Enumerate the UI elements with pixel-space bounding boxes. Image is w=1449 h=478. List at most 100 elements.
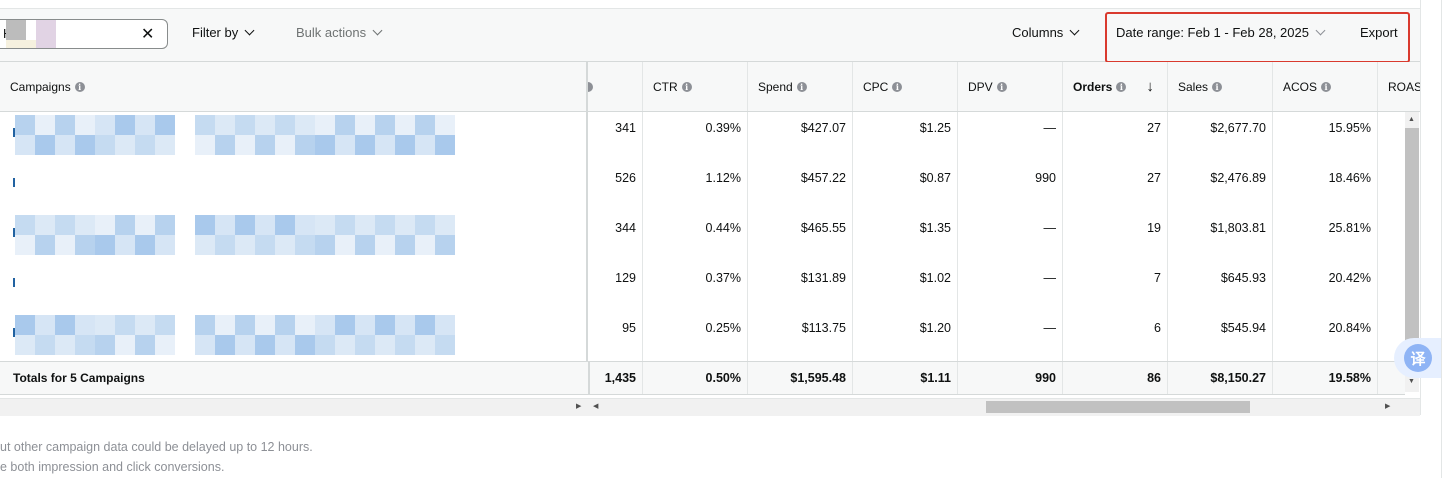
- info-icon[interactable]: i: [1321, 81, 1332, 92]
- redacted-campaign-name: [275, 135, 295, 155]
- redacted-campaign-name: [375, 215, 395, 235]
- redacted-campaign-name: [375, 235, 395, 255]
- redacted-campaign-name: [255, 315, 275, 335]
- redacted-campaign-name: [95, 215, 115, 235]
- cell-clicks: 95: [590, 312, 643, 362]
- redacted-campaign-name: [395, 135, 415, 155]
- column-header-acos[interactable]: ACOS i: [1273, 62, 1378, 111]
- export-label: Export: [1360, 25, 1398, 40]
- campaign-link-marker[interactable]: [13, 128, 15, 137]
- column-label: DPV: [968, 79, 993, 94]
- columns-label: Columns: [1012, 25, 1064, 40]
- redacted-campaign-name: [335, 135, 355, 155]
- translate-icon[interactable]: 译: [1404, 344, 1432, 372]
- redacted-campaign-name: [15, 115, 35, 135]
- info-icon[interactable]: i: [892, 81, 903, 92]
- column-header-ctr[interactable]: CTR i: [643, 62, 748, 111]
- redacted-campaign-name: [35, 215, 55, 235]
- redacted-campaign-name: [395, 215, 415, 235]
- date-range-button[interactable]: Date range: Feb 1 - Feb 28, 2025: [1116, 25, 1326, 40]
- info-icon[interactable]: i: [796, 81, 807, 92]
- scroll-down-arrow-icon[interactable]: ▼: [1408, 378, 1415, 385]
- info-icon[interactable]: i: [681, 81, 692, 92]
- cell-dpv: —: [958, 262, 1063, 312]
- vertical-scroll-thumb[interactable]: [1405, 128, 1419, 368]
- export-button[interactable]: Export: [1360, 25, 1398, 40]
- campaign-link-marker[interactable]: [13, 328, 15, 337]
- redacted-campaign-name: [415, 135, 435, 155]
- campaign-link-marker[interactable]: [13, 178, 15, 187]
- info-icon[interactable]: i: [996, 81, 1007, 92]
- campaign-link-marker[interactable]: [13, 278, 15, 287]
- redacted-campaign-name: [215, 335, 235, 355]
- info-icon[interactable]: i: [1212, 81, 1223, 92]
- columns-button[interactable]: Columns: [1012, 25, 1080, 40]
- cell-ctr: 0.44%: [643, 212, 748, 262]
- redacted-campaign-name: [255, 115, 275, 135]
- redacted-campaign-name: [395, 315, 415, 335]
- redacted-campaign-name: [315, 115, 335, 135]
- column-header-roas[interactable]: ROAS: [1378, 62, 1420, 111]
- redacted-campaign-name: [195, 215, 215, 235]
- cell-sales: $2,677.70: [1168, 112, 1273, 162]
- column-label: Campaigns: [10, 79, 71, 94]
- column-header-clicks[interactable]: [588, 62, 643, 111]
- cell-sales: $645.93: [1168, 262, 1273, 312]
- cell-acos: 15.95%: [1273, 112, 1378, 162]
- info-icon[interactable]: i: [74, 81, 85, 92]
- redacted-campaign-name: [95, 315, 115, 335]
- sort-descending-icon[interactable]: ↓: [1146, 78, 1154, 95]
- cell-orders: 27: [1063, 112, 1168, 162]
- redacted-campaign-name: [235, 315, 255, 335]
- scroll-up-arrow-icon[interactable]: ▲: [1408, 116, 1415, 123]
- bulk-actions-button[interactable]: Bulk actions: [296, 25, 383, 40]
- table-row[interactable]: 341 0.39% $427.07 $1.25—27 $2,677.70 15.95%: [0, 112, 1405, 163]
- redacted-campaign-name: [215, 315, 235, 335]
- redacted-campaign-name: [95, 335, 115, 355]
- column-header-dpv[interactable]: DPV i: [958, 62, 1063, 111]
- column-header-cpc[interactable]: CPC i: [853, 62, 958, 111]
- redacted-campaign-name: [95, 115, 115, 135]
- redacted-campaign-name: [15, 215, 35, 235]
- redacted-campaign-name: [335, 315, 355, 335]
- table-row[interactable]: 95 0.25% $113.75 $1.20—6 $545.94 20.84%: [0, 312, 1405, 363]
- cell-spend: $427.07: [748, 112, 853, 162]
- top-border: [0, 8, 1420, 9]
- redacted-campaign-name: [315, 135, 335, 155]
- column-header-sales[interactable]: Sales i: [1168, 62, 1273, 111]
- redacted-campaign-name: [415, 215, 435, 235]
- column-label: Orders: [1073, 79, 1113, 94]
- cell-cpc: $1.25: [853, 112, 958, 162]
- scroll-right-arrow-icon[interactable]: ▶: [576, 403, 582, 410]
- horizontal-scroll-thumb[interactable]: [986, 401, 1250, 413]
- cell-dpv: —: [958, 312, 1063, 362]
- campaign-link-marker[interactable]: [13, 228, 15, 237]
- column-header-spend[interactable]: Spend i: [748, 62, 853, 111]
- table-row[interactable]: 526 1.12% $457.22 $0.87 990 27 $2,476.89 18.46%: [0, 162, 1405, 213]
- redacted-campaign-name: [215, 135, 235, 155]
- totals-label: Totals for 5 Campaigns: [0, 362, 590, 394]
- clear-search-icon[interactable]: ✕: [141, 26, 155, 43]
- redacted-campaign-name: [255, 215, 275, 235]
- cell-spend: $113.75: [748, 312, 853, 362]
- table-row[interactable]: 344 0.44% $465.55 $1.35—19 $1,803.81 25.81%: [0, 212, 1405, 263]
- scroll-left-arrow-icon[interactable]: ◀: [593, 403, 599, 410]
- redacted-campaign-name: [115, 115, 135, 135]
- redacted-campaign-name: [355, 335, 375, 355]
- totals-cpc: $1.11: [853, 362, 958, 394]
- filter-by-button[interactable]: Filter by: [192, 25, 255, 40]
- table-header: Campaigns i CTR i Spend i CPC i DPV i Orders…: [0, 62, 1420, 112]
- redacted-campaign-name: [95, 135, 115, 155]
- chevron-down-icon: [1315, 25, 1326, 36]
- column-header-orders[interactable]: Orders i ↓: [1063, 62, 1168, 111]
- redacted-campaign-name: [315, 215, 335, 235]
- cell-dpv: —: [958, 212, 1063, 262]
- info-icon[interactable]: [588, 81, 593, 92]
- scroll-right-arrow-icon[interactable]: ▶: [1385, 403, 1391, 410]
- info-icon[interactable]: i: [1116, 81, 1127, 92]
- cell-ctr: 0.25%: [643, 312, 748, 362]
- column-label: Sales: [1178, 79, 1209, 94]
- redacted-campaign-name: [155, 315, 175, 335]
- search-input[interactable]: H ✕: [0, 19, 168, 49]
- redacted-campaign-name: [235, 115, 255, 135]
